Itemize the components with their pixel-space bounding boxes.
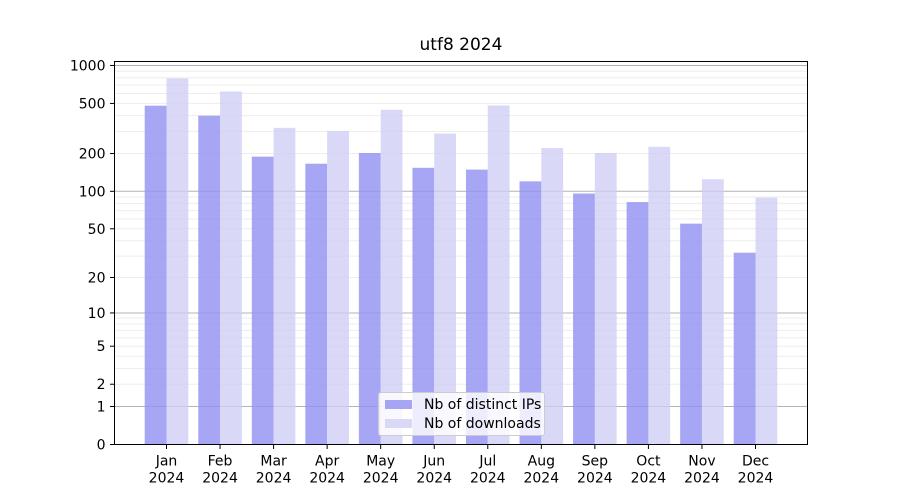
legend-swatch-distinct-ips <box>385 400 412 409</box>
x-tick-label-year: 2024 <box>738 471 774 487</box>
y-tick-label: 50 <box>88 222 106 238</box>
bar-downloads <box>487 105 510 445</box>
bar-downloads <box>166 78 189 445</box>
bar-downloads <box>594 153 617 445</box>
x-tick-label-year: 2024 <box>256 471 292 487</box>
y-tick-label: 500 <box>79 96 106 112</box>
x-tick-label-month: May <box>366 454 395 470</box>
x-tick-label-year: 2024 <box>470 471 506 487</box>
bar-distinct-ips <box>465 169 488 445</box>
legend-label-distinct-ips: Nb of distinct IPs <box>424 396 542 413</box>
x-tick-label-month: Mar <box>260 454 287 470</box>
bar-distinct-ips <box>198 115 221 445</box>
bar-distinct-ips <box>144 105 167 445</box>
x-tick-label-month: Dec <box>742 454 769 470</box>
x-tick-label-year: 2024 <box>202 471 238 487</box>
legend-swatch-downloads <box>385 419 412 428</box>
y-tick-label: 1 <box>97 399 106 415</box>
bar-distinct-ips <box>305 163 328 445</box>
legend-label-downloads: Nb of downloads <box>424 415 541 432</box>
y-tick-label: 20 <box>88 270 106 286</box>
legend-entry-distinct-ips: Nb of distinct IPs <box>379 395 544 414</box>
x-tick-label-month: Jan <box>155 454 178 470</box>
x-tick-label-year: 2024 <box>523 471 559 487</box>
x-tick-label-month: Oct <box>636 454 661 470</box>
y-tick-label: 2 <box>97 377 106 393</box>
bar-distinct-ips <box>573 193 595 445</box>
bar-downloads <box>380 109 403 445</box>
bar-distinct-ips <box>680 223 702 445</box>
bar-distinct-ips <box>733 252 756 445</box>
x-tick-label-month: Aug <box>528 454 555 470</box>
chart-title: utf8 2024 <box>419 35 503 55</box>
x-tick-label-year: 2024 <box>684 471 720 487</box>
legend: Nb of distinct IPs Nb of downloads <box>378 392 545 436</box>
x-tick-label-month: Jun <box>422 454 445 470</box>
x-tick-label-year: 2024 <box>309 471 345 487</box>
x-tick-label-year: 2024 <box>416 471 452 487</box>
x-tick-label-month: Sep <box>582 454 609 470</box>
legend-entry-downloads: Nb of downloads <box>379 414 544 433</box>
y-tick-label: 0 <box>97 438 106 454</box>
plot-border <box>114 61 808 445</box>
y-tick-label: 1000 <box>70 58 106 74</box>
x-tick-label-month: Apr <box>315 454 339 470</box>
bar-downloads <box>648 146 671 445</box>
x-tick-label-month: Nov <box>688 454 715 470</box>
y-tick-label: 5 <box>97 339 106 355</box>
x-tick-label-year: 2024 <box>577 471 613 487</box>
x-tick-label-year: 2024 <box>149 471 185 487</box>
bar-distinct-ips <box>626 202 649 445</box>
bar-downloads <box>541 148 564 445</box>
bar-distinct-ips <box>358 153 381 445</box>
y-tick-label: 10 <box>88 306 106 322</box>
bar-downloads <box>701 179 724 445</box>
bar-distinct-ips <box>519 181 542 445</box>
bar-downloads <box>273 127 296 445</box>
bar-distinct-ips <box>412 167 435 445</box>
x-tick-label-year: 2024 <box>363 471 399 487</box>
y-tick-label: 100 <box>79 184 106 200</box>
x-tick-label-month: Feb <box>208 454 233 470</box>
y-tick-label: 200 <box>79 147 106 163</box>
bar-downloads <box>327 131 349 445</box>
x-tick-label-year: 2024 <box>631 471 667 487</box>
bar-downloads <box>220 91 242 445</box>
bar-downloads <box>434 133 457 445</box>
bar-distinct-ips <box>251 156 274 445</box>
bar-downloads <box>755 197 778 445</box>
x-tick-label-month: Jul <box>478 454 496 470</box>
